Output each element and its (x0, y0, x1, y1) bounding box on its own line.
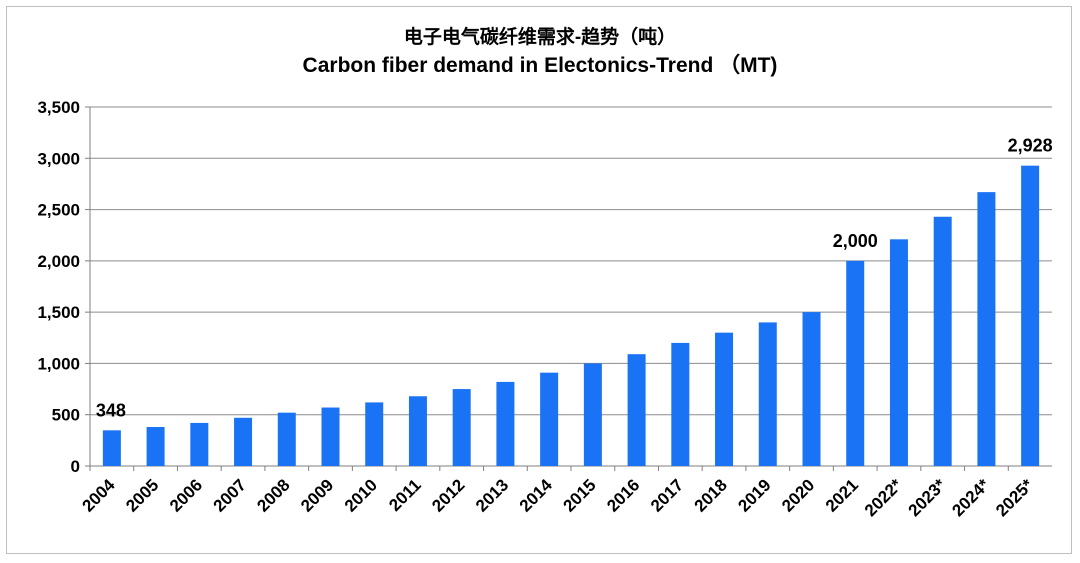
bar (190, 422, 209, 466)
bar (277, 412, 296, 466)
bar (802, 312, 821, 466)
x-tick-label: 2025* (992, 475, 1037, 520)
x-tick-label: 2022* (861, 475, 906, 520)
x-tick-label: 2023* (905, 475, 950, 520)
bar (583, 363, 602, 466)
x-tick-label: 2014 (516, 475, 557, 516)
bar (496, 381, 515, 466)
x-tick-label: 2009 (297, 475, 337, 515)
x-tick-label: 2024* (948, 475, 993, 520)
data-label: 348 (96, 400, 126, 420)
bar (452, 389, 471, 466)
bar (1021, 165, 1040, 467)
x-axis-ticks: 2004 2005 2006 2007 2008 2009 2010 2011 2012 2013… (79, 475, 1038, 520)
bar (933, 216, 952, 466)
chart-subtitle: Carbon fiber demand in Electonics-Trend … (303, 53, 778, 77)
bar (758, 322, 777, 466)
data-label: 2,928 (1008, 136, 1053, 156)
bar (627, 354, 646, 466)
bar (846, 260, 865, 466)
bar (671, 342, 690, 466)
data-label: 2,000 (833, 231, 878, 251)
y-tick-label: 1,500 (37, 303, 80, 322)
y-axis-ticks: 0 500 1,000 1,500 2,000 2,500 3,000 3,500 (37, 98, 80, 476)
bar (977, 192, 996, 467)
y-tick-label: 2,500 (37, 201, 80, 220)
bar (408, 396, 427, 466)
x-tick-label: 2011 (385, 475, 425, 515)
y-tick-label: 500 (52, 406, 80, 425)
x-tick-label: 2004 (79, 475, 120, 516)
bar (715, 332, 734, 466)
x-tick-label: 2017 (647, 475, 687, 515)
bar (321, 407, 340, 466)
x-tick-label: 2010 (341, 475, 381, 515)
x-tick-label: 2012 (428, 475, 468, 515)
x-tick-label: 2019 (734, 475, 774, 515)
x-tick-label: 2008 (253, 475, 293, 515)
bar (234, 417, 253, 466)
x-tick-label: 2020 (778, 475, 818, 515)
y-tick-label: 1,000 (37, 354, 80, 373)
y-tick-label: 0 (71, 457, 80, 476)
y-tick-label: 2,000 (37, 252, 80, 271)
data-labels: 348 2,000 2,928 (96, 136, 1053, 421)
y-tick-label: 3,500 (37, 98, 80, 117)
x-tick-label: 2006 (166, 475, 206, 515)
bar (365, 402, 384, 466)
bar (540, 372, 559, 466)
x-tick-label: 2021 (822, 475, 862, 515)
y-tick-label: 3,000 (37, 149, 80, 168)
bar (889, 239, 908, 466)
bars (102, 165, 1040, 467)
x-tick-label: 2015 (560, 475, 600, 515)
chart-title: 电子电气碳纤维需求-趋势（吨） (404, 25, 676, 48)
x-tick-label: 2007 (210, 475, 250, 515)
x-tick-label: 2018 (691, 475, 731, 515)
x-tick-label: 2005 (122, 475, 162, 515)
bar (102, 430, 121, 466)
x-tick-label: 2016 (603, 475, 643, 515)
bar (146, 427, 165, 466)
x-tick-label: 2013 (472, 475, 512, 515)
